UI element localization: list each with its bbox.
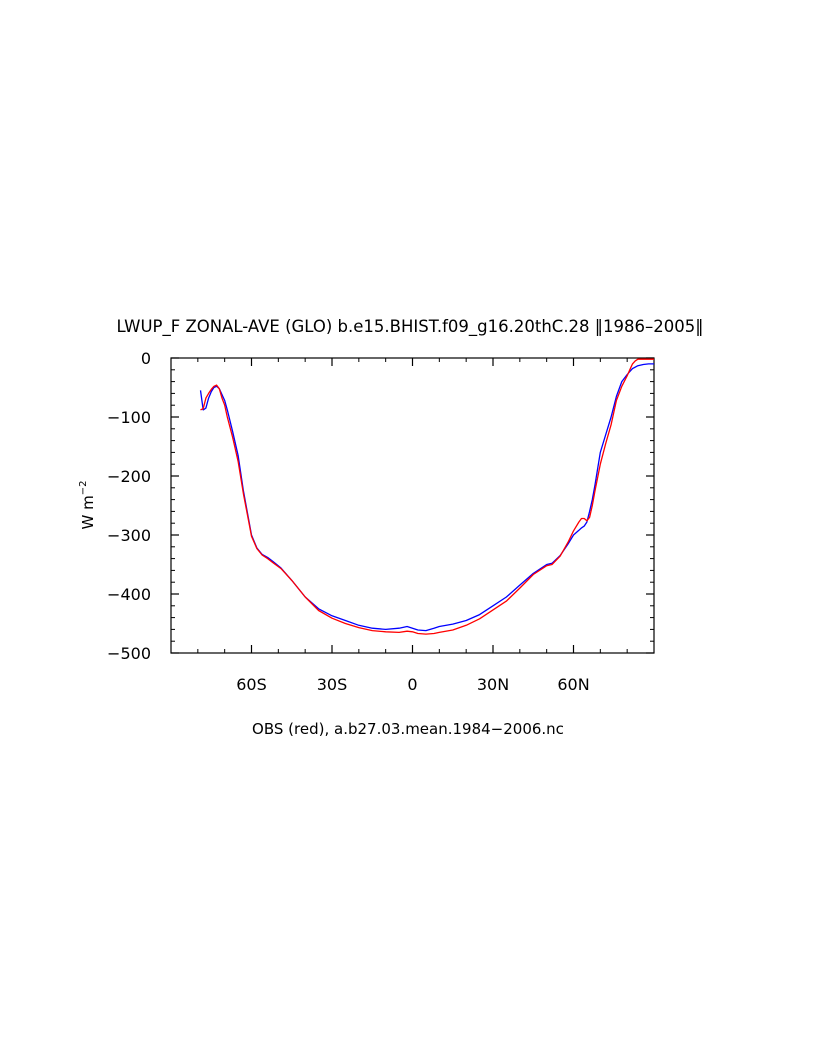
y-axis-label-exponent: −2 (78, 481, 89, 496)
y-tick-label: −300 (107, 526, 151, 545)
plot-frame (170, 357, 655, 654)
y-tick-labels: 0 −100 −200 −300 −400 −500 (107, 349, 151, 663)
chart-title: LWUP_F ZONAL-AVE (GLO) b.e15.BHIST.f09_g… (116, 317, 703, 337)
x-tick-label: 60S (236, 675, 267, 694)
y-axis-label: W m−2 (78, 481, 97, 530)
x-tick-label: 60N (557, 675, 589, 694)
y-tick-label: −400 (107, 585, 151, 604)
x-tick-labels: 60S 30S 0 30N 60N (236, 675, 589, 694)
y-tick-label: −500 (107, 644, 151, 663)
x-axis-label: OBS (red), a.b27.03.mean.1984−2006.nc (252, 720, 564, 738)
plot-area (170, 357, 655, 654)
series-line-2 (200, 358, 654, 635)
x-tick-label: 30S (317, 675, 348, 694)
axis-ticks (171, 357, 654, 654)
x-tick-label: 30N (477, 675, 509, 694)
series-line-1 (199, 363, 654, 632)
series-lines (199, 358, 654, 635)
y-tick-label: 0 (141, 349, 151, 368)
x-tick-label: 0 (407, 675, 417, 694)
y-axis-label-text: W m (79, 495, 97, 529)
y-tick-label: −100 (107, 408, 151, 427)
y-tick-label: −200 (107, 467, 151, 486)
